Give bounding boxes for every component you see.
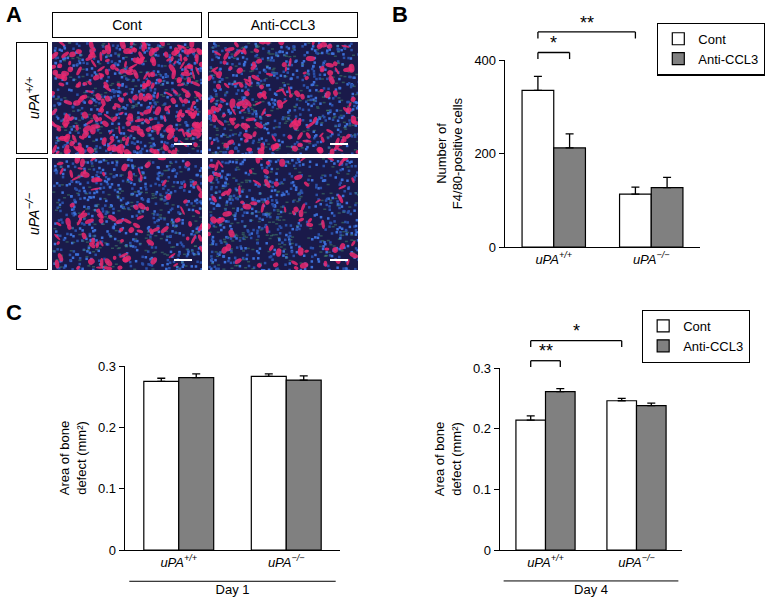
html-text:C: C [6,300,22,325]
svg-text:0.1: 0.1 [98,481,116,496]
svg-text:uPA​−/−​: uPA​−/−​ [633,250,670,266]
svg-text:Day 1: Day 1 [216,582,250,597]
svg-text:200: 200 [474,146,496,161]
svg-text:uPA​−/−​: uPA​−/−​ [268,553,305,569]
svg-text:Cont: Cont [698,32,726,47]
html-text:Cont: Cont [112,17,142,33]
svg-text:400: 400 [474,53,496,68]
html-text:Anti-CCL3: Anti-CCL3 [250,17,316,33]
svg-text:0: 0 [109,543,116,558]
svg-text:**: ** [539,341,553,361]
svg-text:Day 4: Day 4 [574,582,608,597]
svg-text:uPA​+/+​: uPA​+/+​ [527,553,564,569]
svg-text:Area of bonedefect (mm²): Area of bonedefect (mm²) [57,421,89,495]
svg-text:0.3: 0.3 [98,359,116,374]
html-text:uPA: uPA [25,209,42,236]
svg-text:0: 0 [489,240,496,255]
svg-text:0.1: 0.1 [473,482,491,497]
html-text:A: A [6,2,22,27]
html-text:uPA: uPA [25,93,42,120]
svg-text:*: * [573,321,580,341]
svg-text:0.2: 0.2 [98,420,116,435]
svg-text:Anti-CCL3: Anti-CCL3 [683,339,743,354]
svg-text:**: ** [580,13,594,33]
svg-text:uPA​−/−​: uPA​−/−​ [618,553,655,569]
svg-text:Number ofF4/80-positive cells: Number ofF4/80-positive cells [434,97,466,209]
svg-text:Cont: Cont [683,319,711,334]
svg-text:Area of bonedefect (mm²): Area of bonedefect (mm²) [432,422,464,496]
svg-text:uPA​+/+​: uPA​+/+​ [160,553,197,569]
svg-text:0.3: 0.3 [473,361,491,376]
svg-text:0.2: 0.2 [473,421,491,436]
html-text:B: B [392,2,408,27]
svg-text:0: 0 [484,543,491,558]
svg-text:Anti-CCL3: Anti-CCL3 [698,52,758,67]
svg-text:*: * [550,33,557,53]
svg-text:uPA​+/+​: uPA​+/+​ [535,250,572,266]
